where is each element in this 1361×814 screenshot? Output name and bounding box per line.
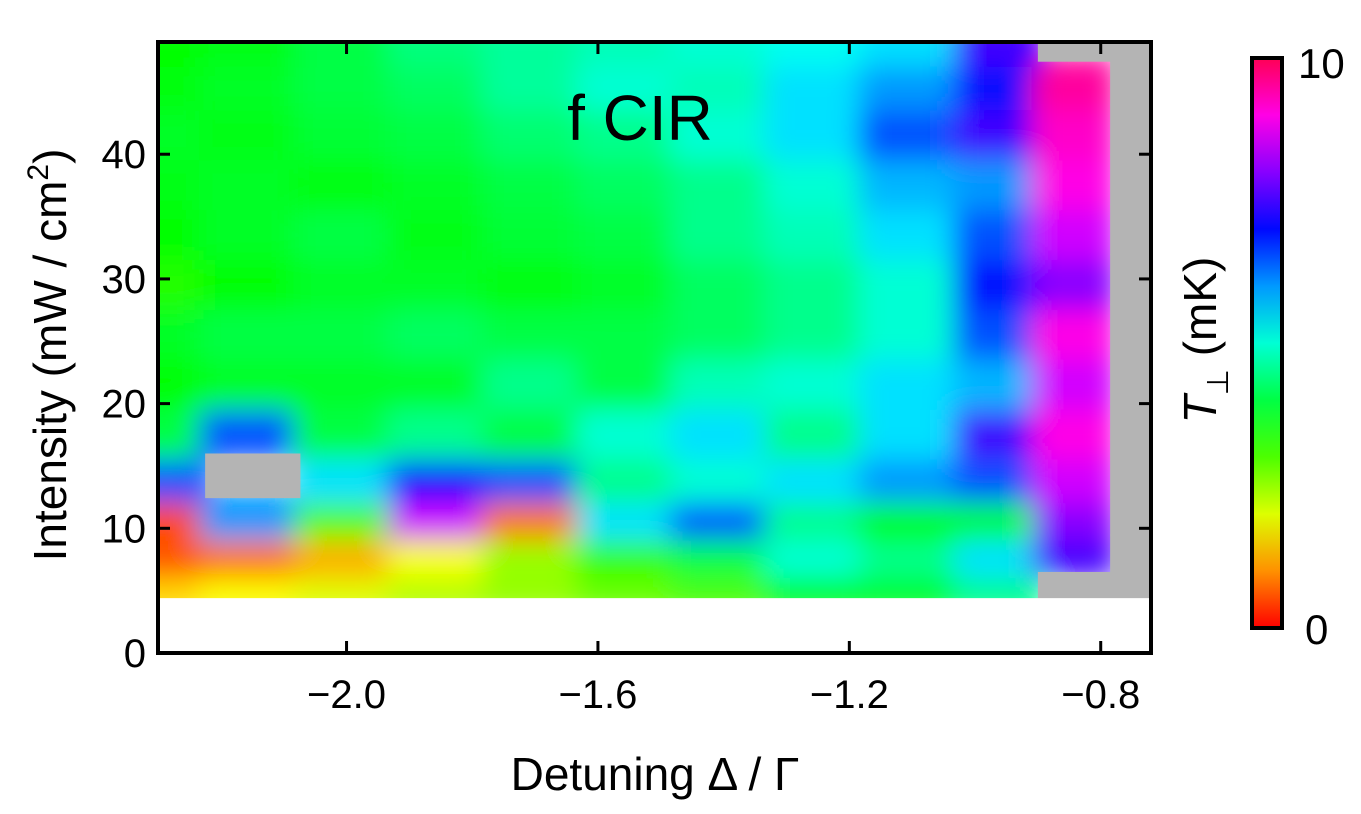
x-tick-label: −1.2: [810, 673, 889, 717]
x-tick-label: −1.6: [558, 673, 637, 717]
heatmap-cell-nodata: [1110, 154, 1151, 206]
heatmap-cells: [158, 42, 1151, 653]
no-data-band: [158, 598, 1151, 653]
heatmap-cell: [764, 42, 872, 67]
y-tick-label: 10: [102, 507, 147, 551]
y-axis-ticks: 0 10 20 30 40: [102, 133, 1151, 676]
heatmap-cell-nodata: [1110, 303, 1151, 355]
heatmap-cell-nodata: [1110, 453, 1151, 499]
heatmap-cell-nodata: [1110, 60, 1151, 106]
x-tick-label: −0.8: [1061, 673, 1140, 717]
colorbar-max-label: 10: [1298, 40, 1345, 87]
colorbar: [1250, 56, 1284, 630]
panel-title: f CIR: [567, 82, 713, 154]
plot-frame: [156, 40, 1153, 655]
y-tick-label: 40: [102, 133, 147, 177]
y-axis-label: Intensity (mW / cm2): [22, 149, 76, 562]
heatmap-cell: [387, 42, 494, 67]
heatmap-cell: [670, 42, 777, 67]
y-tick-label: 20: [102, 383, 147, 427]
x-tick-label: −2.0: [307, 673, 386, 717]
heatmap-cell: [859, 42, 966, 67]
heatmap-cell-nodata: [1110, 104, 1151, 156]
x-axis-label: Detuning Δ / Γ: [511, 748, 800, 800]
heatmap-cell-nodata: [1110, 353, 1151, 405]
heatmap-cell: [199, 42, 306, 67]
y-tick-label: 0: [124, 632, 146, 676]
heatmap-cell-nodata: [1110, 534, 1151, 573]
heatmap-cell-nodata: [1110, 204, 1151, 255]
heatmap-cell-nodata: [1110, 403, 1151, 455]
heatmap-cell: [1031, 54, 1117, 111]
heatmap-cell-nodata: [1037, 42, 1112, 62]
colorbar-min-label: 0: [1305, 606, 1328, 653]
heatmap-cell: [199, 491, 306, 541]
heatmap-cell-nodata: [1110, 42, 1151, 62]
heatmap-cell: [953, 42, 1044, 67]
heatmap-cell: [576, 42, 683, 67]
colorbar-label: T⊥ (mK): [1174, 257, 1235, 424]
heatmap-cell: [481, 42, 589, 67]
y-tick-label: 30: [102, 258, 147, 302]
x-axis-ticks: −2.0 −1.6 −1.2 −0.8: [307, 42, 1140, 717]
heatmap-cell-nodata: [205, 453, 301, 499]
